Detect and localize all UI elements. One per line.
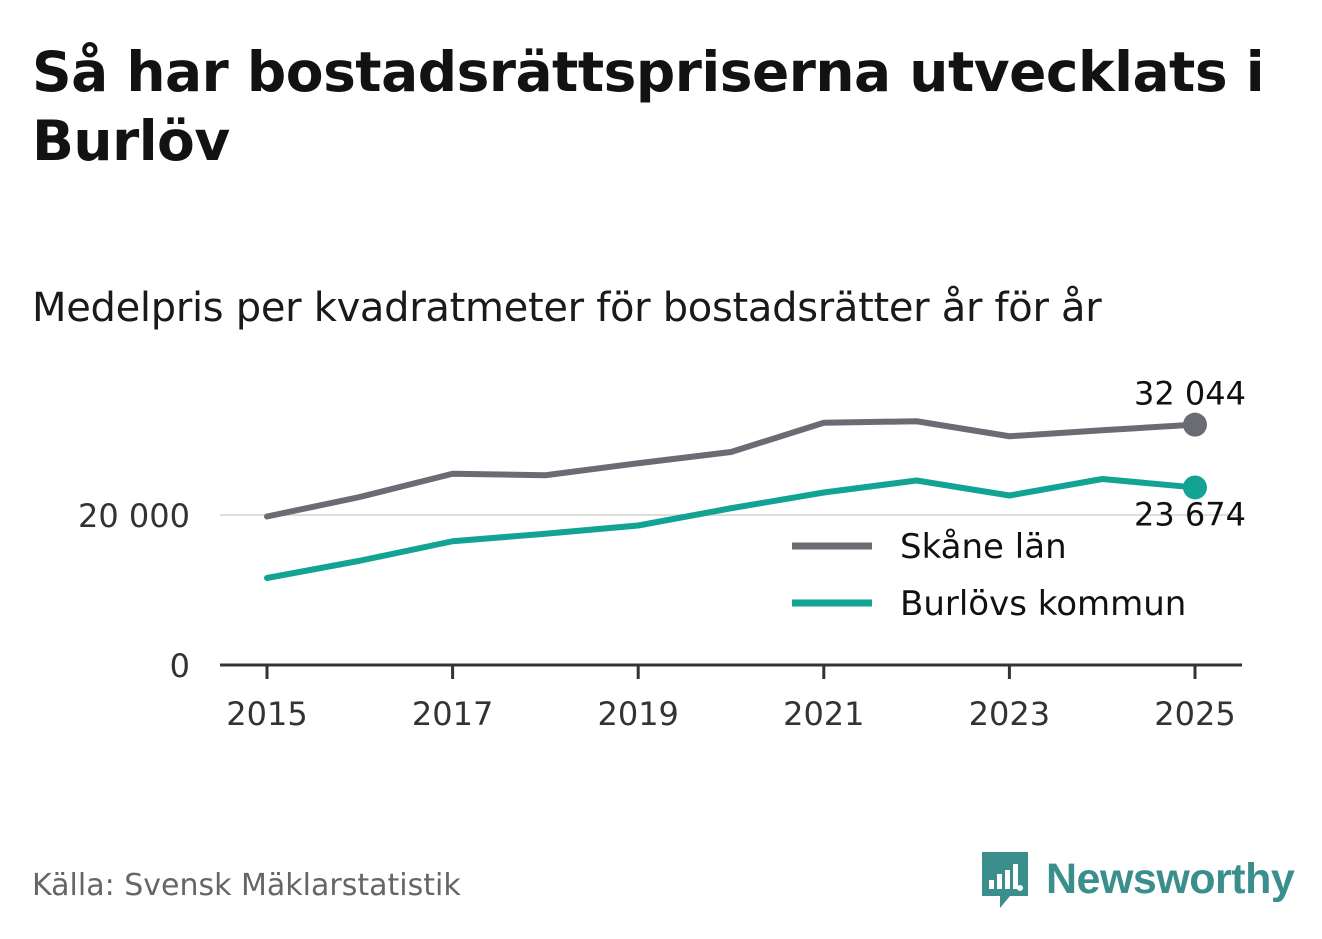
brand-name: Newsworthy: [1046, 854, 1295, 903]
x-tick-label: 2023: [969, 695, 1050, 733]
legend-layer: Skåne län Burlövs kommun: [780, 516, 1220, 636]
source-note: Källa: Svensk Mäklarstatistik: [32, 868, 461, 903]
series-line-skane-lan: [264, 418, 1198, 520]
series-end-marker: [1183, 412, 1207, 437]
series-end-marker: [1183, 475, 1207, 500]
series-line-burlovs-kommun: [264, 476, 1198, 581]
brand-logo[interactable]: Newsworthy: [980, 848, 1295, 910]
line-chart: 0 20 000 2015 2017 2019 2021 2023 2025 Skåne lä…: [78, 375, 1246, 733]
y-tick-label: 0: [170, 647, 190, 685]
end-value-label: 23 674: [1134, 495, 1246, 533]
chart-subtitle: Medelpris per kvadratmeter för bostadsrä…: [32, 285, 1102, 331]
x-tick-label: 2021: [783, 695, 864, 733]
legend-label: Skåne län: [900, 527, 1067, 567]
newsworthy-logo-icon: [982, 852, 1028, 908]
x-tick-label: 2025: [1154, 695, 1235, 733]
x-tick-label: 2019: [597, 695, 678, 733]
legend-label: Burlövs kommun: [900, 584, 1186, 624]
chart-title: Så har bostadsrättspriserna utvecklats i…: [32, 40, 1265, 173]
line-layer: [264, 412, 1207, 581]
y-tick-label: 20 000: [78, 497, 190, 535]
label-layer: 32 044 23 674: [1134, 375, 1246, 534]
legend-background: [780, 516, 1220, 636]
axis-layer: 0 20 000 2015 2017 2019 2021 2023 2025: [78, 497, 1242, 733]
x-tick-label: 2015: [226, 695, 307, 733]
end-value-label: 32 044: [1134, 375, 1246, 413]
x-tick-label: 2017: [412, 695, 493, 733]
